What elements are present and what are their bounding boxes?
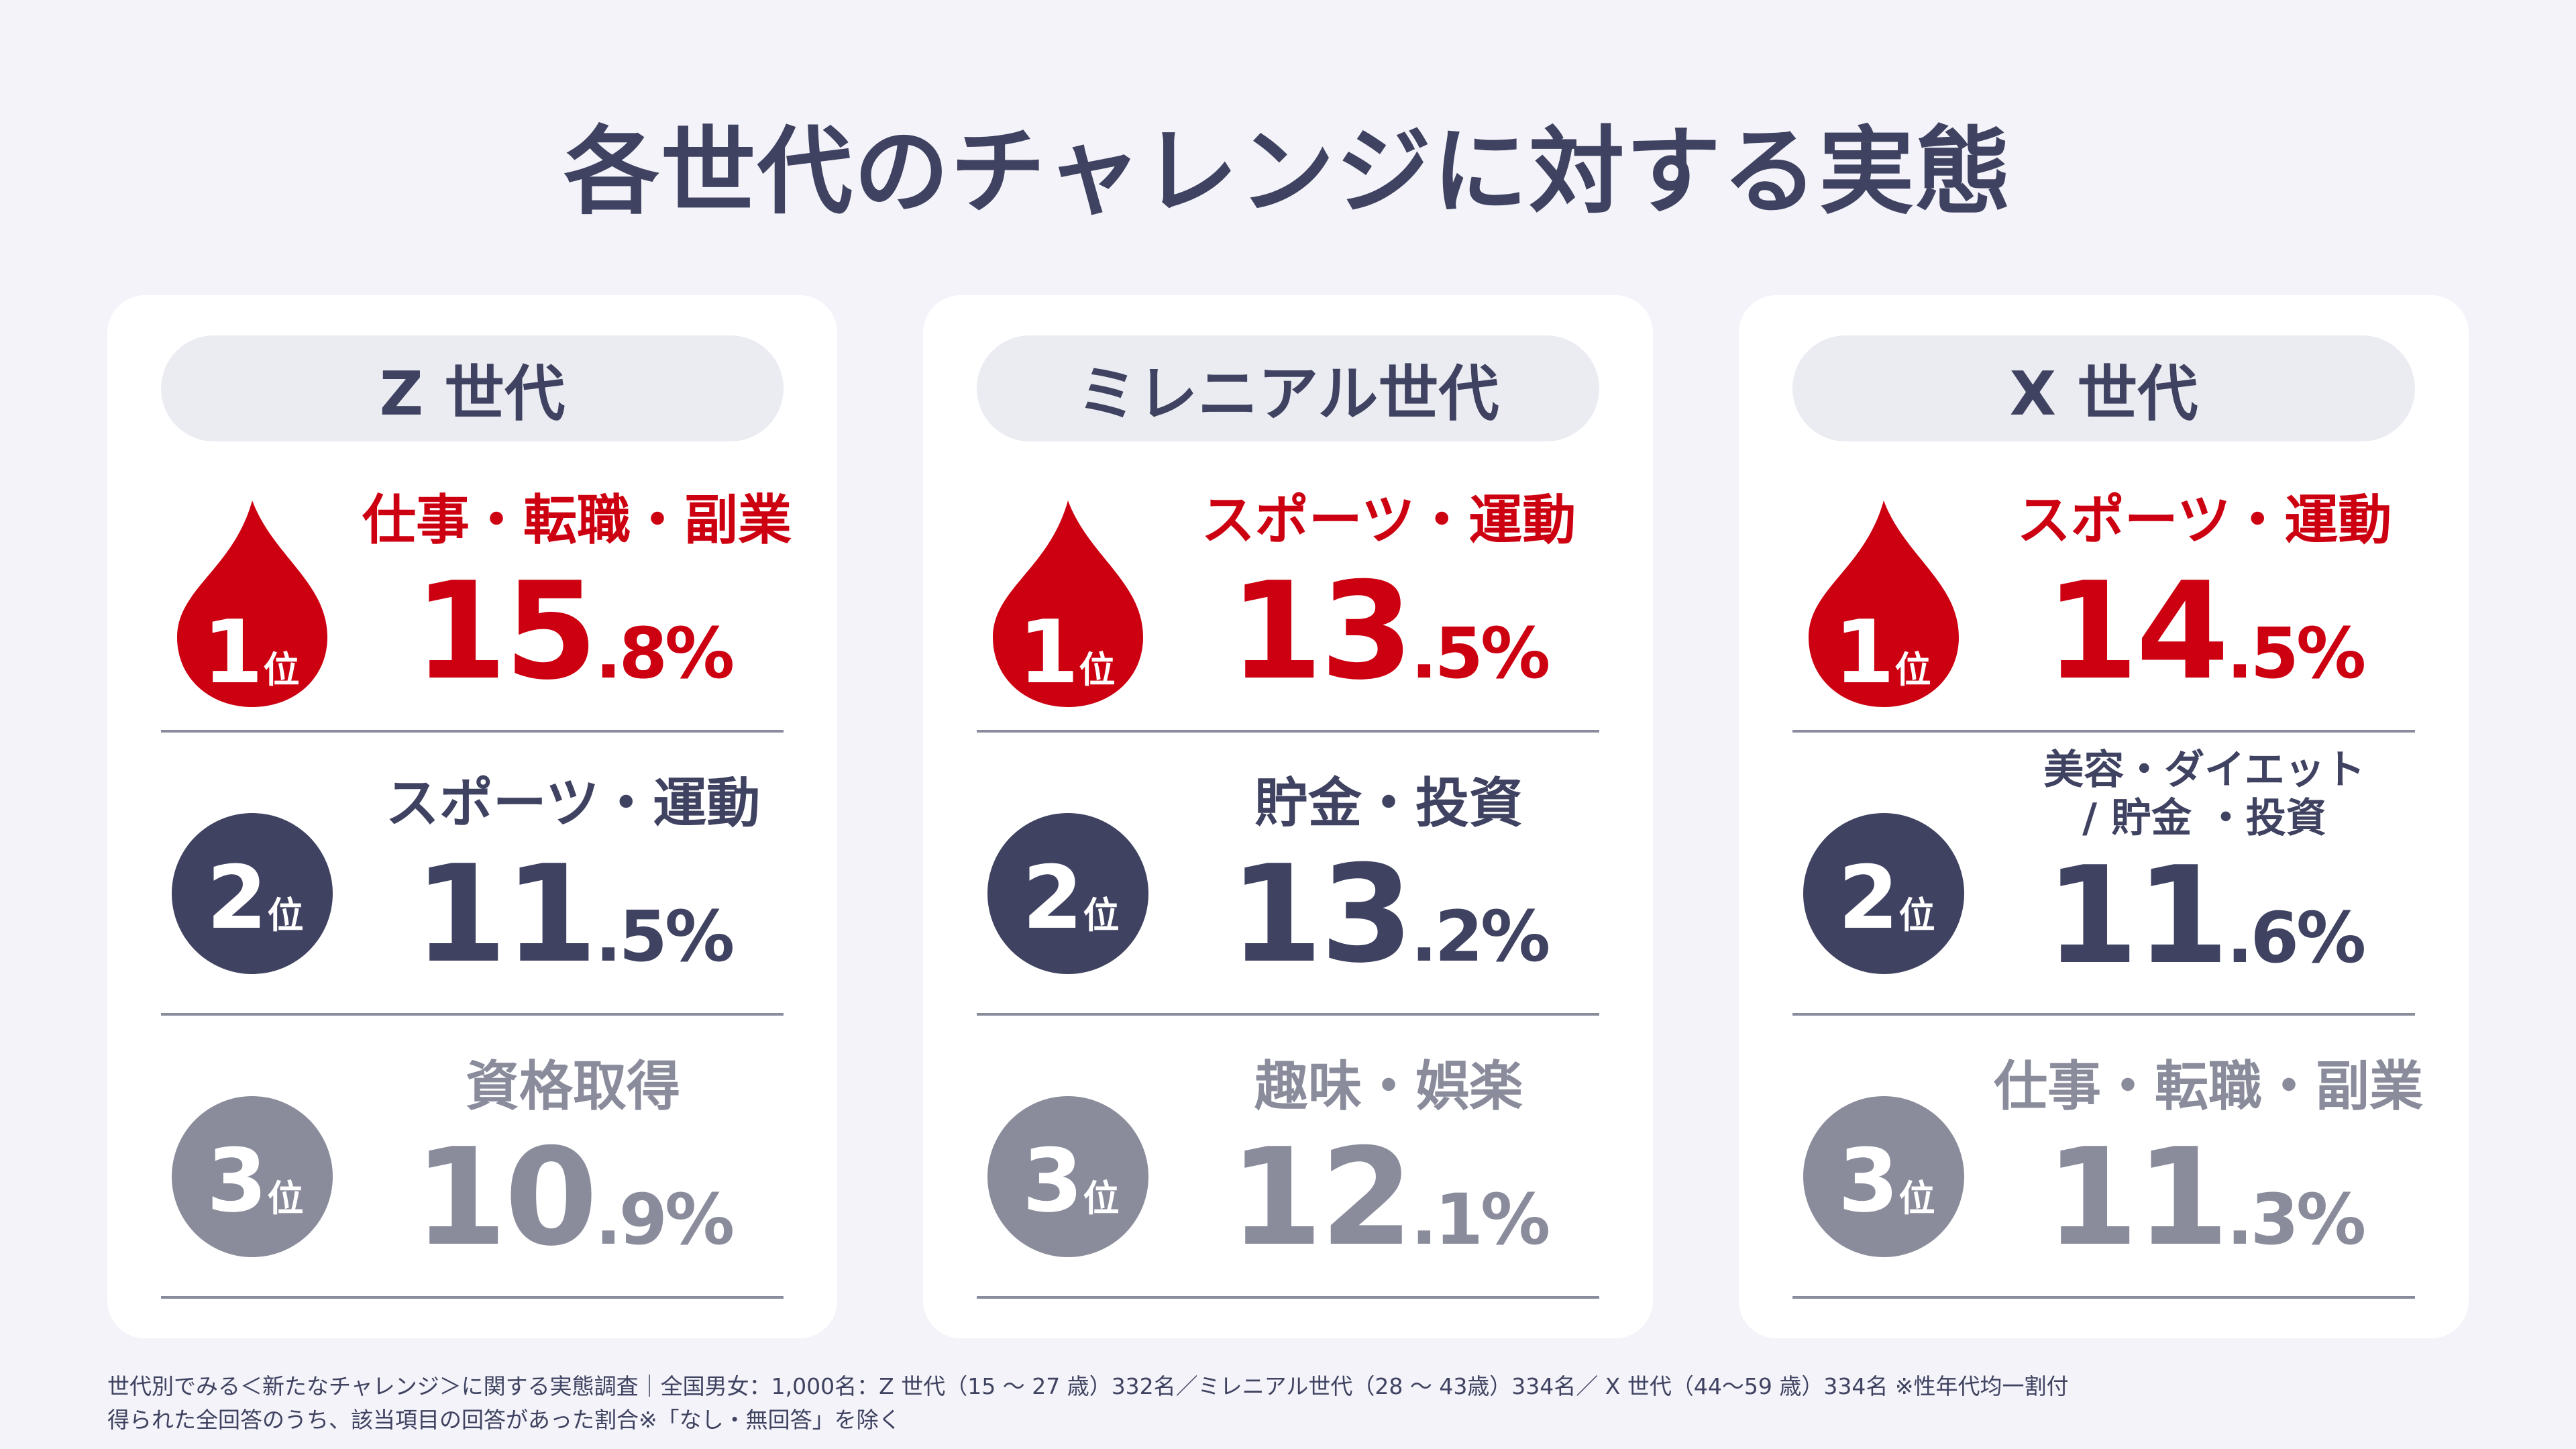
rank-row-3: 3位 仕事・転職・副業 11.3% bbox=[1792, 1016, 2423, 1299]
footnote: 世代別でみる＜新たなチャレンジ＞に関する実態調査｜全国男女：1,000名：Z 世… bbox=[107, 1370, 2522, 1436]
rank-label: 仕事・転職・副業 bbox=[1994, 1055, 2423, 1118]
rank-percentage: 13.5% bbox=[1229, 553, 1550, 710]
generation-card-millennial: ミレニアル世代 1位 スポーツ・運動 13.5% 2位 貯金・投資 13.2% … bbox=[923, 295, 1653, 1338]
generation-card-z: Z 世代 1位 仕事・転職・副業 15.8% 2位 スポーツ・運動 11.5% … bbox=[107, 295, 837, 1338]
page-title: 各世代のチャレンジに対する実態 bbox=[564, 117, 2012, 227]
rank-label: スポーツ・運動 bbox=[1201, 489, 1576, 551]
rank-percentage: 13.2% bbox=[1229, 837, 1550, 993]
circle-icon: 3位 bbox=[987, 1096, 1148, 1257]
rank-label-line2: / 貯金 ・投資 bbox=[2082, 795, 2326, 842]
circle-icon: 3位 bbox=[1803, 1096, 1964, 1257]
rank-percentage: 10.9% bbox=[413, 1120, 735, 1276]
rank-row-2: 2位 スポーツ・運動 11.5% bbox=[161, 733, 784, 1016]
generation-title: X 世代 bbox=[1792, 335, 2415, 441]
rank-percentage: 15.8% bbox=[413, 553, 735, 710]
generation-title: Z 世代 bbox=[161, 335, 784, 441]
rank-percentage: 12.1% bbox=[1229, 1120, 1550, 1276]
rank-percentage: 11.3% bbox=[2045, 1120, 2366, 1276]
circle-icon: 2位 bbox=[1803, 813, 1964, 974]
rank-percentage: 14.5% bbox=[2045, 553, 2366, 710]
rank-percentage: 11.5% bbox=[413, 837, 735, 993]
rank-row-1: 1位 スポーツ・運動 13.5% bbox=[977, 449, 1599, 733]
rank-row-2: 2位 美容・ダイエット / 貯金 ・投資 11.6% bbox=[1792, 733, 2415, 1016]
rank-row-3: 3位 資格取得 10.9% bbox=[161, 1016, 784, 1299]
circle-icon: 2位 bbox=[987, 813, 1148, 974]
rank-label: スポーツ・運動 bbox=[2017, 489, 2392, 551]
generation-title: ミレニアル世代 bbox=[977, 335, 1599, 441]
footnote-line1: 世代別でみる＜新たなチャレンジ＞に関する実態調査｜全国男女：1,000名：Z 世… bbox=[107, 1373, 2069, 1399]
rank-row-3: 3位 趣味・娯楽 12.1% bbox=[977, 1016, 1599, 1299]
rank-row-2: 2位 貯金・投資 13.2% bbox=[977, 733, 1599, 1016]
circle-icon: 2位 bbox=[172, 813, 333, 974]
rank-label: 趣味・娯楽 bbox=[1254, 1055, 1523, 1118]
rank-label: スポーツ・運動 bbox=[385, 772, 761, 835]
flame-icon: 1位 bbox=[987, 495, 1148, 710]
rank-percentage: 11.6% bbox=[2045, 838, 2366, 994]
rank-row-1: 1位 スポーツ・運動 14.5% bbox=[1792, 449, 2415, 733]
rank-label: 貯金・投資 bbox=[1254, 772, 1523, 835]
flame-icon: 1位 bbox=[172, 495, 333, 710]
footnote-line2: 得られた全回答のうち、該当項目の回答があった割合※「なし・無回答」を除く bbox=[107, 1406, 901, 1433]
flame-icon: 1位 bbox=[1803, 495, 1964, 710]
rank-row-1: 1位 仕事・転職・副業 15.8% bbox=[161, 449, 792, 733]
rank-label: 仕事・転職・副業 bbox=[362, 489, 792, 551]
rank-label: 資格取得 bbox=[466, 1055, 680, 1118]
circle-icon: 3位 bbox=[172, 1096, 333, 1257]
generation-card-x: X 世代 1位 スポーツ・運動 14.5% 2位 美容・ダイエット / 貯金 ・… bbox=[1739, 295, 2469, 1338]
rank-label-line1: 美容・ダイエット bbox=[2043, 747, 2365, 794]
